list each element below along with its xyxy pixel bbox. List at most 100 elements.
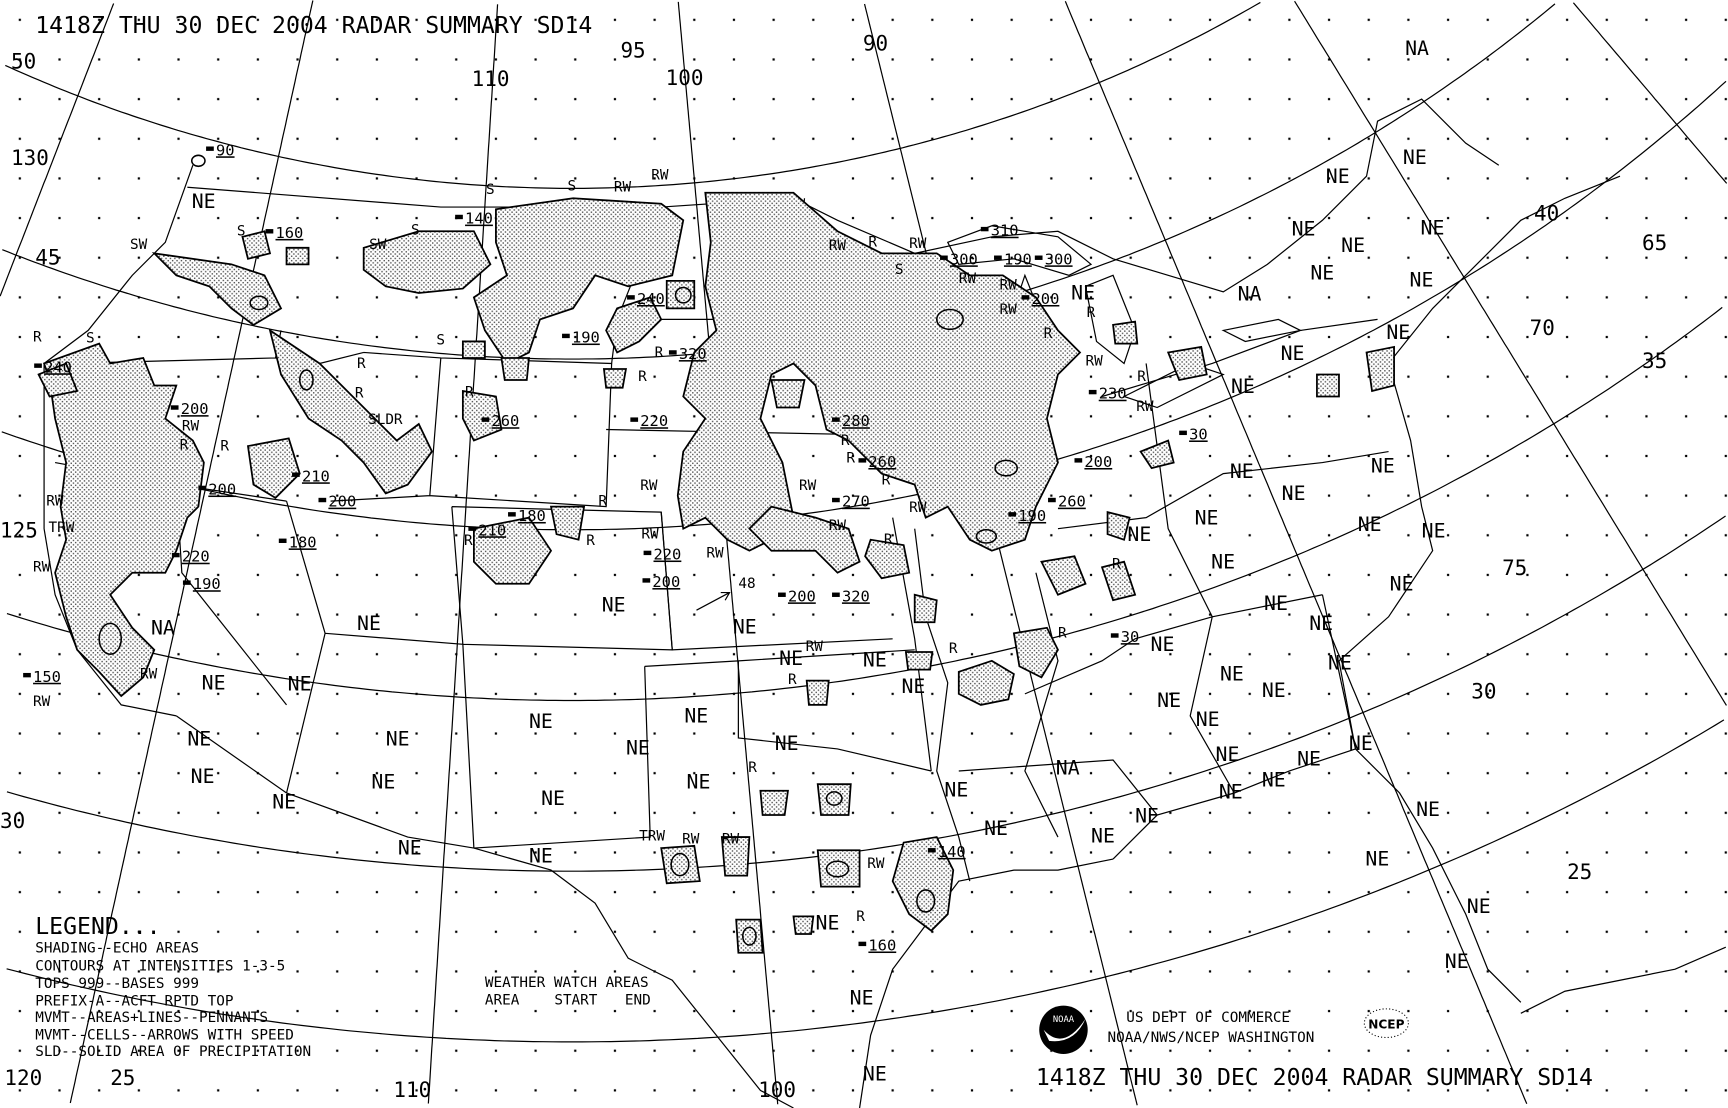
coverage-label: NE [1297,747,1321,770]
site-marker [508,512,516,517]
precip-type-label: R [465,385,474,401]
site-marker [858,458,867,463]
precip-type-label: R [1112,556,1121,572]
precip-type-label: R [357,356,366,372]
coverage-label: NE [626,736,650,759]
echo-area [1166,345,1208,381]
echo-areas [37,191,1395,954]
precip-type-label: R [655,345,664,361]
latitude-line [6,515,1726,872]
contour [825,860,850,878]
site-marker [198,485,207,491]
precip-type-label: R [638,369,647,385]
coverage-label: NE [1157,689,1181,712]
echo-top-label: 200 [788,587,816,605]
cell-speed-label: 48 [738,576,755,592]
legend-line: PREFIX-A--ACFT RPTD TOP [35,994,233,1010]
contour [98,622,122,655]
precip-type-label: R [856,909,865,925]
echo-top-label: 240 [44,358,72,376]
echo-area [792,915,815,935]
coverage-label: NE [1410,268,1434,291]
grid-label: 50 [11,49,36,73]
precip-type-label: RW [909,236,927,252]
echo-area [602,368,628,389]
precip-type-label: RW [33,694,51,710]
coverage-label: NE [1326,165,1350,188]
echo-top-label: 190 [193,575,221,593]
coverage-label: NE [1216,743,1240,766]
contour [742,926,757,946]
coverage-label: NE [1421,217,1445,240]
site-marker [668,350,677,355]
grid-label: 130 [11,146,49,170]
coverage-label: NE [1220,663,1244,686]
coverage-label: NE [1349,732,1373,755]
noaa-logo: NOAA [1039,1005,1088,1055]
echo-top-label: 210 [478,521,506,539]
echo-area [770,379,806,409]
precip-type-label: S [411,223,420,239]
precip-type-label: TRW [639,828,665,844]
coverage-label: NE [1365,848,1389,871]
legend: LEGEND... SHADING--ECHO AREAS CONTOURS A… [35,914,311,1060]
ncep-logo: NCEP [1363,1008,1409,1039]
coverage-label: NE [529,844,553,867]
echo-top-label: 150 [33,668,61,686]
cell-movement-arrow-icon [696,591,731,611]
coverage-label: NE [863,648,887,671]
coverage-label: NE [779,647,803,670]
precip-type-label: RW [829,238,847,254]
coverage-label: NE [850,986,874,1009]
watch-col-area: AREA [485,992,520,1008]
site-marker [170,405,179,410]
echo-area [42,342,205,698]
grid-label: 110 [393,1078,431,1102]
legend-heading: LEGEND... [35,914,160,940]
echo-top-label: 140 [938,843,966,861]
longitude-line [427,4,499,1104]
site-marker [34,363,42,368]
coverage-label: NE [1135,805,1159,828]
coverage-label: NA [1056,756,1080,779]
watch-areas-heading: WEATHER WATCH AREAS [485,975,649,991]
site-marker [1034,255,1043,260]
echo-top-label: 200 [181,400,209,418]
precip-type-label: RW [640,478,658,494]
site-marker [1021,295,1030,300]
echo-area [904,651,934,671]
contour [670,852,690,877]
coverage-label: NE [1211,550,1235,573]
longitude-line [69,0,314,1104]
contour [975,528,998,544]
longitude-line [0,3,115,297]
longitude-line [1572,2,1728,184]
site-marker [630,417,639,422]
legend-line: SHADING--ECHO AREAS [35,941,199,957]
intensity-contours [98,154,1018,946]
echo-area [957,659,1015,706]
coverage-label: NE [1341,234,1365,257]
precip-type-label: S [436,333,445,349]
site-marker [468,526,477,531]
coverage-label: NE [1416,798,1440,821]
echo-top-label: 280 [842,412,870,430]
florida-keys-cuba [1520,946,1727,1014]
precip-type-label: RW [1086,354,1104,370]
precip-type-label: SW [369,237,387,253]
latitude-line [6,306,1723,702]
coverage-label: NE [1371,455,1395,478]
longitude-line [1064,0,1528,1104]
coverage-label: NE [687,771,711,794]
precip-type-label: RW [1000,302,1018,318]
precip-type-label: RW [614,180,632,196]
coverage-label: NE [1264,592,1288,615]
coverage-label: NE [288,673,312,696]
map-labels: 50 130 45 125 120 25 110 100 110 100 95 90 40 65 70 35 7… [0,32,1667,1102]
coverage-label: NE [1445,950,1469,973]
coverage-label: NE [901,675,925,698]
grid-label: 30 [1471,679,1496,703]
site-marker [318,497,327,503]
echo-top-label: 260 [492,412,520,430]
